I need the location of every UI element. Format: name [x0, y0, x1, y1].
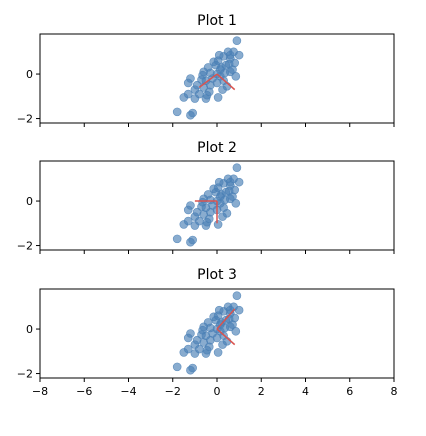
y-tick-label: −2: [17, 240, 33, 253]
subplot-title: Plot 1: [197, 13, 237, 29]
subplot-2: Plot 2 −2 0: [17, 140, 395, 254]
scatter-point: [225, 50, 235, 60]
scatter-point: [216, 65, 225, 74]
scatter-point: [213, 93, 223, 102]
scatter-points: [172, 163, 244, 247]
scatter-point: [179, 93, 189, 102]
x-tick-label: −2: [165, 385, 181, 398]
scatter-point: [218, 85, 227, 94]
y-tick-label: 0: [26, 68, 33, 81]
component-line: [216, 73, 236, 91]
scatter-point: [188, 235, 197, 245]
x-tick-label: −4: [120, 385, 136, 398]
scatter-point: [190, 94, 200, 103]
scatter-point: [218, 340, 227, 349]
scatter-point: [231, 71, 241, 81]
x-tick-label: −6: [76, 385, 92, 398]
subplot-1: Plot 1 −2 0: [17, 13, 395, 127]
scatter-point: [225, 194, 235, 204]
scatter-point: [213, 56, 223, 66]
x-tick-label: 4: [302, 385, 309, 398]
component-line: [198, 73, 218, 88]
scatter-point: [198, 70, 207, 80]
y-tick-label: −2: [17, 113, 33, 126]
scatter-point: [190, 340, 200, 349]
x-tick-label: 0: [214, 385, 221, 398]
scatter-point: [172, 107, 182, 117]
scatter-point: [213, 220, 223, 229]
scatter-point: [198, 197, 207, 207]
x-tick-label: 8: [391, 385, 398, 398]
scatter-point: [213, 348, 223, 357]
scatter-point: [190, 212, 200, 221]
subplot-title: Plot 3: [197, 267, 237, 283]
scatter-point: [204, 214, 214, 224]
scatter-point: [231, 326, 241, 336]
x-tick-label: 6: [346, 385, 353, 398]
y-tick-label: 0: [26, 195, 33, 208]
scatter-point: [183, 333, 193, 343]
scatter-point: [190, 221, 200, 230]
scatter-point: [190, 349, 200, 358]
scatter-point: [232, 36, 242, 45]
scatter-points: [172, 291, 244, 375]
scatter-point: [183, 205, 193, 215]
component-line: [216, 328, 236, 346]
scatter-point: [204, 342, 214, 352]
scatter-point: [225, 177, 235, 187]
scatter-point: [213, 183, 223, 192]
y-tick-label: −2: [17, 368, 33, 381]
scatter-point: [183, 78, 193, 88]
subplot-title: Plot 2: [197, 140, 237, 156]
subplot-3: Plot 3 −8 −6 −4 −2 0 2 4 6 8 −2 0: [17, 267, 398, 398]
scatter-point: [198, 325, 207, 335]
scatter-point: [188, 363, 197, 373]
x-tick-label: −8: [32, 385, 48, 398]
scatter-point: [179, 348, 189, 357]
scatter-point: [232, 163, 242, 172]
scatter-point: [231, 198, 241, 208]
component-line: [216, 308, 236, 330]
scatter-points: [172, 36, 244, 120]
scatter-point: [213, 311, 223, 321]
scatter-point: [172, 362, 182, 372]
scatter-point: [218, 212, 227, 221]
scatter-point: [172, 234, 182, 244]
scatter-point: [232, 291, 242, 300]
scatter-point: [204, 87, 214, 97]
scatter-point: [190, 85, 200, 94]
scatter-point: [216, 192, 225, 201]
x-tick-label: 2: [258, 385, 265, 398]
scatter-point: [179, 220, 189, 229]
scatter-point: [188, 108, 197, 118]
y-tick-label: 0: [26, 323, 33, 336]
scatter-point: [225, 67, 235, 77]
